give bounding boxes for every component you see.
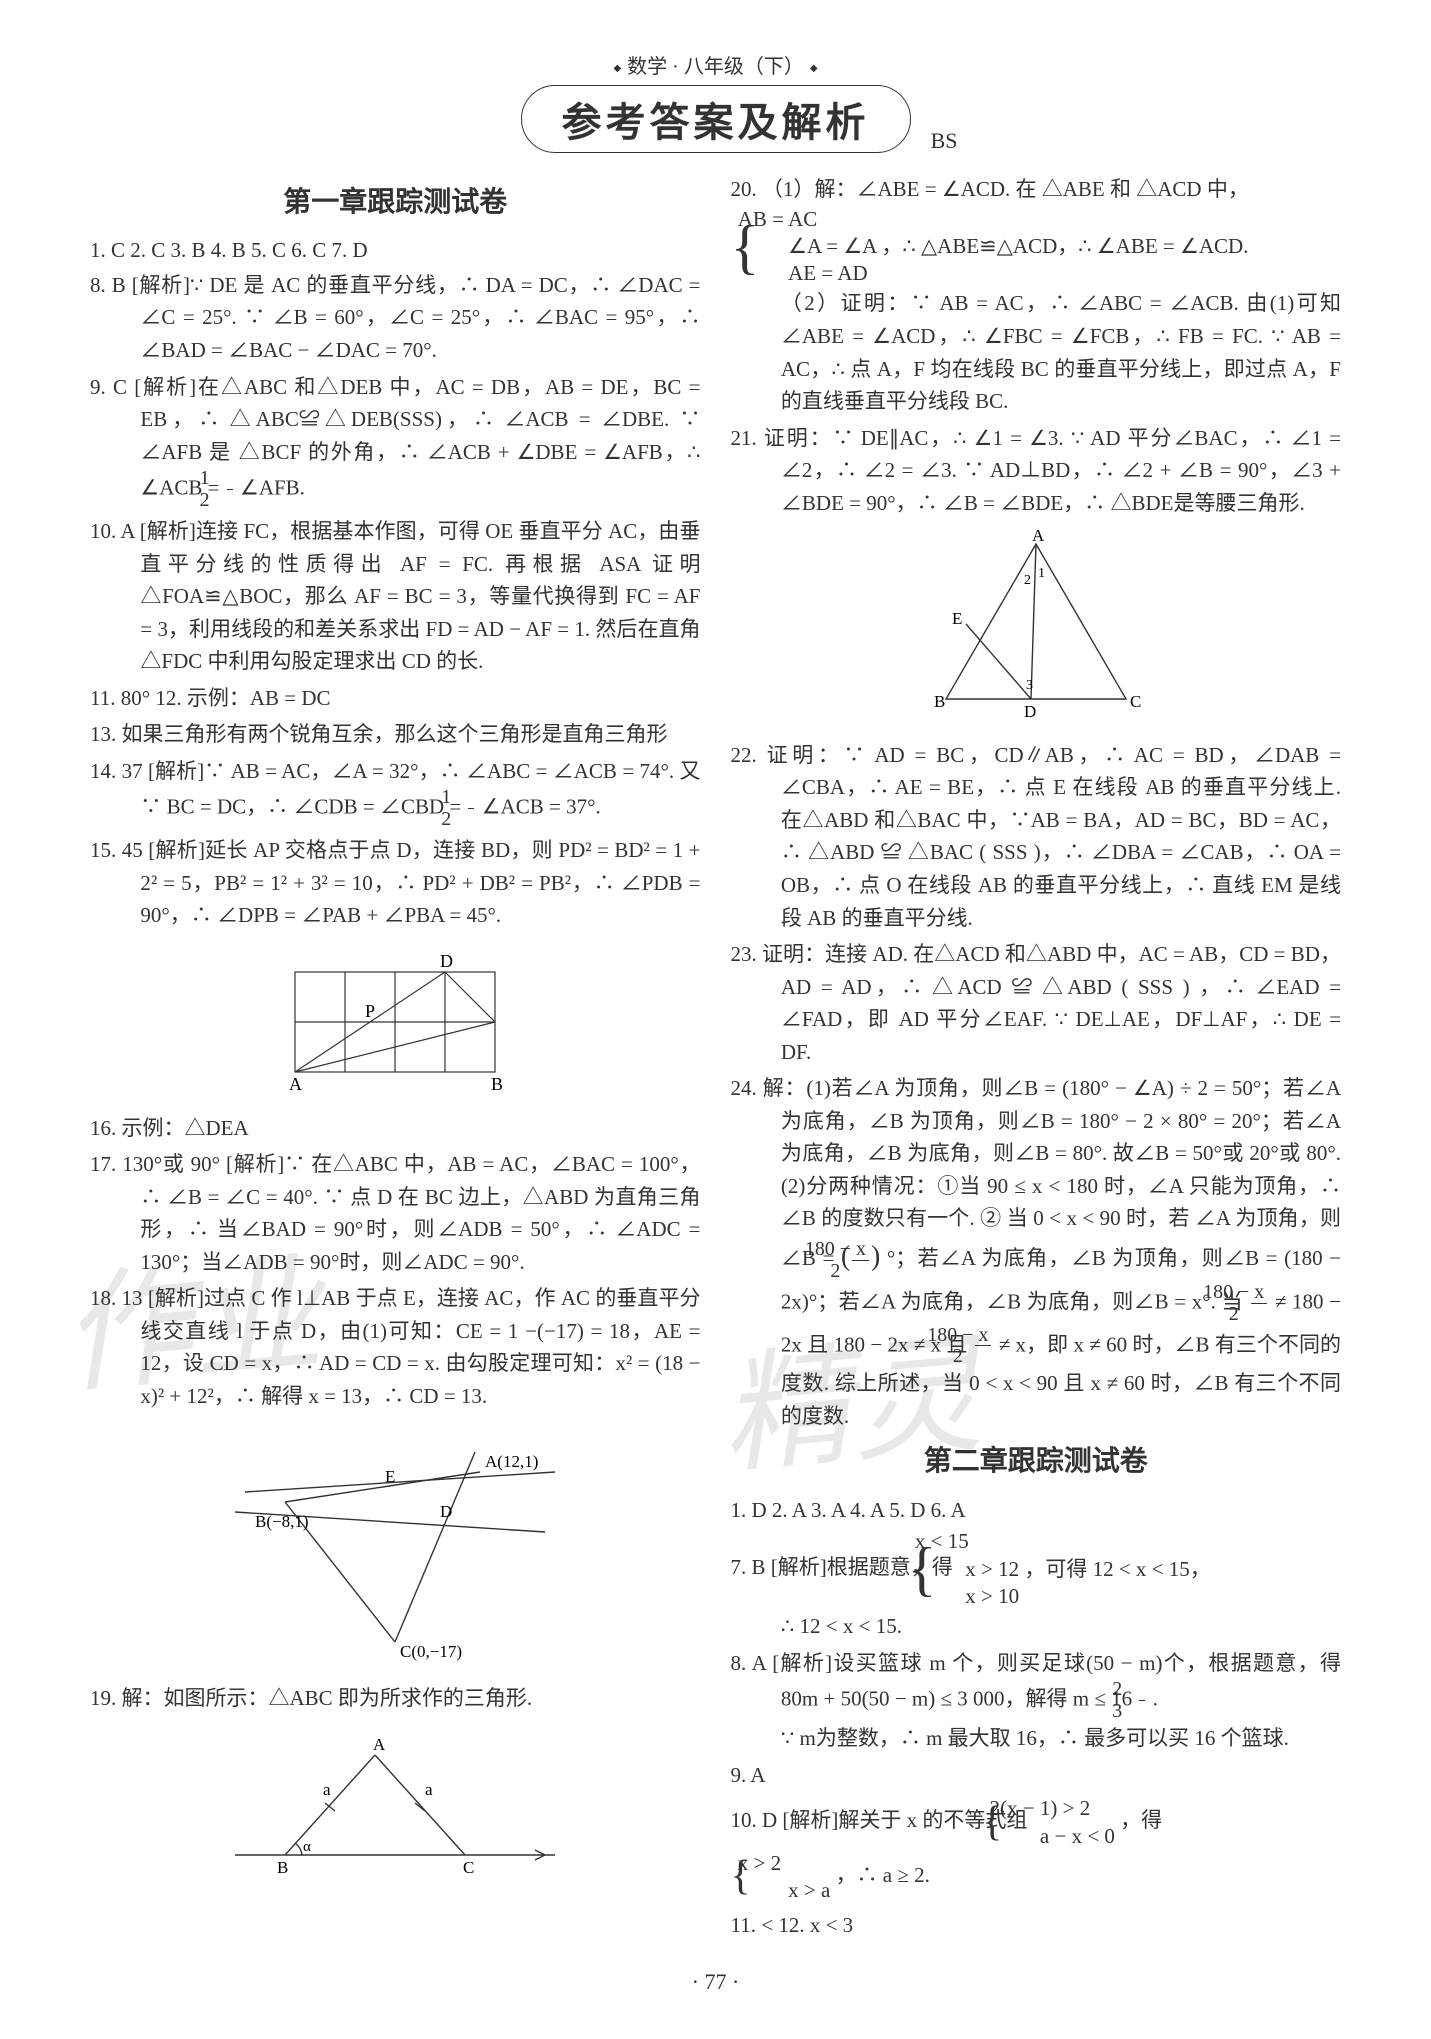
fraction: 180 − x2: [975, 1325, 992, 1368]
q7b1: x < 15: [915, 1529, 969, 1553]
label-A: A: [1032, 529, 1045, 545]
label-B: B: [934, 692, 945, 711]
q15: 15. 45 [解析]延长 AP 交格点于点 D，连接 BD，则 PD² = B…: [90, 834, 701, 932]
q9: 9. C [解析]在△ABC 和△DEB 中，AC = DB，AB = DE，B…: [90, 371, 701, 512]
angle-diagram: A B C a a α: [90, 1725, 701, 1885]
q16: 16. 示例：△DEA: [90, 1112, 701, 1145]
ch2-q8: 8. A [解析]设买篮球 m 个，则买足球(50 − m)个，根据题意，得 8…: [731, 1647, 1342, 1755]
q8c: ∵ m为整数，∴ m 最大取 16，∴ 最多可以买 16 个篮球.: [781, 1726, 1289, 1750]
label-C: C(0,−17): [400, 1642, 462, 1661]
brace-content: x < 15 x > 12 ，可得 12 < x < 15， x > 10: [965, 1528, 1211, 1610]
label-P: P: [365, 1001, 375, 1021]
label-A: A(12,1): [485, 1452, 538, 1471]
title-text: 参考答案及解析: [562, 100, 870, 145]
publisher-label: BS: [931, 128, 958, 154]
page-number: · 77 ·: [90, 1969, 1341, 1995]
q7b2: x > 12 ，可得 12 < x < 15，: [965, 1557, 1211, 1581]
label-A: A: [373, 1735, 386, 1754]
fraction-half: 12: [468, 787, 474, 830]
q14d: = 37°.: [549, 795, 601, 819]
q10b1: 2(x − 1) > 2: [990, 1796, 1091, 1820]
label-a1: a: [323, 1780, 331, 1799]
right-column: 20. （1）解：∠ABE = ∠ACD. 在 △ABE 和 △ACD 中， {…: [731, 173, 1342, 1945]
q23: 23. 证明：连接 AD. 在△ACD 和△ABD 中，AC = AB，CD =…: [731, 938, 1342, 1068]
q10d2: x > a: [788, 1878, 830, 1902]
fraction: 23: [1139, 1679, 1145, 1722]
brace-content: x > 2 x > a: [788, 1850, 830, 1905]
q24f: ≠ x，即: [999, 1332, 1068, 1356]
label-B: B: [277, 1858, 288, 1875]
q21: 21. 证明：∵ DE∥AC，∴ ∠1 = ∠3. ∵ AD 平分∠BAC，∴ …: [731, 422, 1342, 520]
page-header: 数学 · 八年级（下） 参考答案及解析 BS: [90, 50, 1341, 153]
q11-12: 11. 80° 12. 示例：AB = DC: [90, 682, 701, 715]
q22: 22. 证明：∵ AD = BC，CD∥AB，∴ AC = BD，∠DAB = …: [731, 739, 1342, 934]
q10e: ，∴ a ≥ 2.: [836, 1863, 930, 1887]
q10b2: a − x < 0: [1040, 1824, 1115, 1848]
chapter2-title: 第二章跟踪测试卷: [731, 1440, 1342, 1483]
q19: 19. 解：如图所示：△ABC 即为所求作的三角形.: [90, 1682, 701, 1715]
chapter1-title: 第一章跟踪测试卷: [90, 181, 701, 224]
q20-br1: AB = AC: [738, 207, 818, 231]
q20-br3: AE = AD: [788, 261, 868, 285]
grid-diagram: P D A B: [90, 942, 701, 1102]
q9-text-c: ∠AFB.: [240, 475, 305, 499]
q24b: °；若∠A 为底角，∠B 为顶角，则∠B =: [887, 1246, 1278, 1270]
ch2-q10: 10. D [解析]解关于 x 的不等式组 { 2(x − 1) > 2 a −…: [731, 1795, 1342, 1904]
label-D: D: [440, 951, 453, 971]
q20-br2: ∠A = ∠A ，∴ △ABE≌△ACD，∴ ∠ABE = ∠ACD.: [788, 234, 1248, 258]
q8b: .: [1153, 1687, 1158, 1711]
ch2-q11-12: 11. < 12. x < 3: [731, 1909, 1342, 1942]
q20a: 20. （1）解：∠ABE = ∠ACD. 在 △ABE 和 △ACD 中，: [731, 177, 1249, 201]
q20b: （2）证明：∵ AB = AC，∴ ∠ABC = ∠ACB. 由(1)可知 ∠A…: [781, 291, 1341, 413]
label-D: D: [440, 1502, 452, 1521]
label-E: E: [385, 1467, 395, 1486]
label-C: C: [1130, 692, 1141, 711]
subject-tag: 数学 · 八年级（下）: [595, 50, 835, 79]
label-a2: a: [425, 1780, 433, 1799]
label-B: B: [491, 1074, 503, 1092]
label-1: 1: [1038, 566, 1045, 581]
q13: 13. 如果三角形有两个锐角互余，那么这个三角形是直角三角形: [90, 718, 701, 751]
label-B: B(−8,1): [255, 1512, 309, 1531]
q10d1: x > 2: [738, 1851, 781, 1875]
fraction: 180 − x2: [852, 1239, 869, 1282]
brace-content: 2(x − 1) > 2 a − x < 0: [1040, 1795, 1115, 1850]
coord-diagram: A(12,1) B(−8,1) C(0,−17) D E: [90, 1422, 701, 1672]
triangle-diagram: A B C D E 1 2 3: [731, 529, 1342, 729]
q14: 14. 37 [解析]∵ AB = AC，∠A = 32°，∴ ∠ABC = ∠…: [90, 755, 701, 830]
mc-answers-ch1: 1. C 2. C 3. B 4. B 5. C 6. C 7. D: [90, 234, 701, 267]
q17: 17. 130°或 90° [解析]∵ 在△ABC 中，AB = AC，∠BAC…: [90, 1148, 701, 1278]
q20: 20. （1）解：∠ABE = ∠ACD. 在 △ABE 和 △ACD 中， {…: [731, 173, 1342, 418]
q24: 24. 解：(1)若∠A 为顶角，则∠B = (180° − ∠A) ÷ 2 =…: [731, 1072, 1342, 1432]
mc-answers-ch2: 1. D 2. A 3. A 4. A 5. D 6. A: [731, 1494, 1342, 1527]
ch2-q9: 9. A: [731, 1759, 1342, 1792]
q7b3: x > 10: [965, 1584, 1019, 1608]
label-A: A: [289, 1074, 302, 1092]
main-title: 参考答案及解析 BS: [521, 85, 911, 153]
q7c: ∴ 12 < x < 15.: [781, 1614, 902, 1638]
fraction-half: 12: [227, 468, 233, 511]
q18: 18. 13 [解析]过点 C 作 l⊥AB 于点 E，连接 AC，作 AC 的…: [90, 1282, 701, 1412]
label-D: D: [1024, 702, 1036, 719]
brace-content: AB = AC ∠A = ∠A ，∴ △ABE≌△ACD，∴ ∠ABE = ∠A…: [788, 206, 1248, 288]
q14a: 14. 37 [解析]∵ AB = AC，∠A = 32°，∴ ∠ABC = ∠…: [90, 759, 617, 783]
q8: 8. B [解析]∵ DE 是 AC 的垂直平分线，∴ DA = DC，∴ ∠D…: [90, 269, 701, 367]
label-3: 3: [1026, 678, 1033, 693]
ch2-q7: 7. B [解析]根据题意，得 { x < 15 x > 12 ，可得 12 <…: [731, 1528, 1342, 1642]
label-alpha: α: [303, 1839, 311, 1855]
fraction: 180 − x2: [1251, 1282, 1268, 1325]
label-2: 2: [1024, 573, 1031, 588]
q14c: ∠ACB: [482, 795, 544, 819]
label-C: C: [463, 1858, 474, 1875]
label-E: E: [952, 609, 962, 628]
left-column: 第一章跟踪测试卷 1. C 2. C 3. B 4. B 5. C 6. C 7…: [90, 173, 701, 1945]
q8a: 8. A [解析]设买篮球 m 个，则买足球(50 − m)个，根据题意，得 8…: [731, 1651, 1342, 1711]
q10: 10. A [解析]连接 FC，根据基本作图，可得 OE 垂直平分 AC，由垂直…: [90, 515, 701, 678]
q10c: ，得: [1120, 1808, 1162, 1832]
